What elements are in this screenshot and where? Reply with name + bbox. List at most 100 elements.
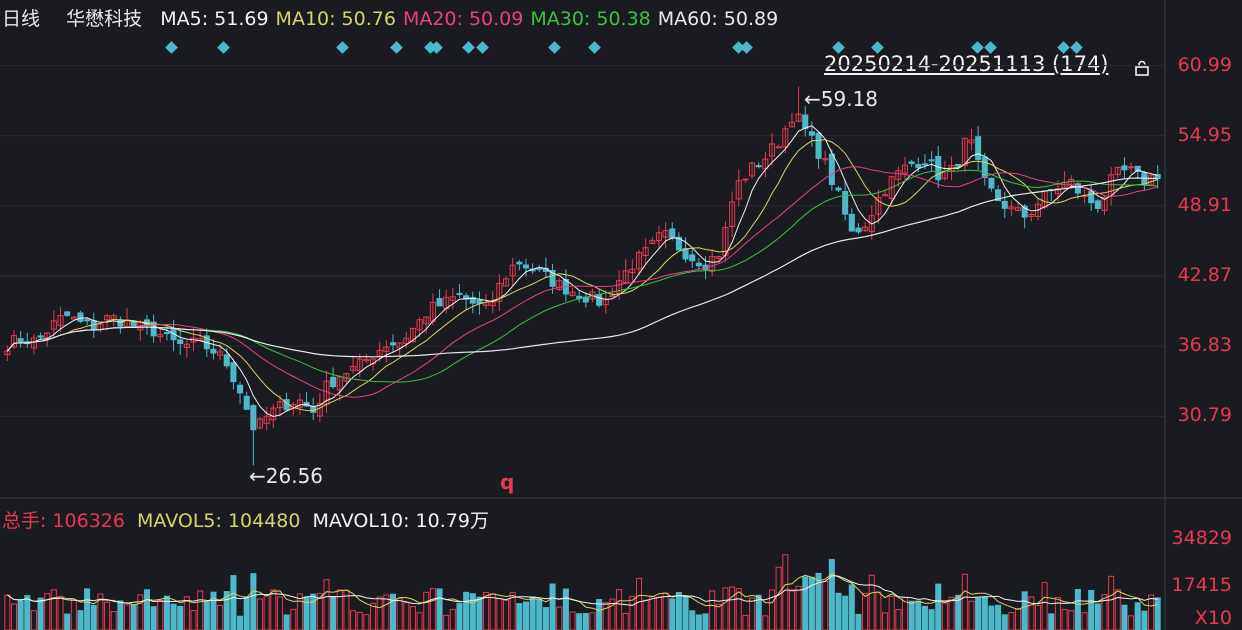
volume-bar — [90, 604, 97, 630]
volume-bar — [37, 597, 44, 630]
candle-body — [1121, 165, 1128, 171]
volume-bar — [529, 596, 536, 630]
candle-body — [828, 153, 835, 185]
candle-body — [217, 351, 224, 356]
volume-bar — [330, 595, 337, 630]
volume-bar — [97, 593, 104, 630]
volume-bar — [1114, 589, 1121, 630]
volume-bar — [775, 566, 782, 630]
candle-body — [709, 256, 716, 272]
price-tick-label: 60.99 — [1177, 53, 1232, 76]
volume-bar — [1054, 597, 1061, 630]
candle-body — [689, 254, 696, 262]
period-label[interactable]: 日线 — [2, 8, 41, 30]
candle-body — [210, 348, 217, 354]
candle-body — [157, 334, 164, 338]
candle-body — [423, 316, 430, 325]
candle-body — [908, 161, 915, 165]
candle-body — [808, 131, 815, 136]
volume-bar — [1101, 593, 1108, 630]
volume-bar — [622, 612, 629, 630]
candle-body — [50, 320, 57, 330]
candle-body — [476, 299, 483, 304]
candle-body — [749, 162, 756, 177]
volume-bar — [968, 600, 975, 630]
volume-bar — [981, 596, 988, 630]
candle-body — [276, 401, 283, 409]
volume-bar — [210, 591, 217, 630]
volume-bar — [1081, 612, 1088, 630]
volume-bar — [323, 579, 330, 630]
candle-body — [250, 405, 257, 431]
volume-bar — [655, 597, 662, 630]
range-label[interactable]: 20250214-20251113 (174) — [824, 52, 1109, 76]
volume-bar — [1121, 604, 1128, 630]
volume-bar — [722, 587, 729, 630]
volume-bar — [4, 594, 11, 630]
volume-header: 总手: 106326 MAVOL5: 104480 MAVOL10: 10.79… — [2, 506, 489, 533]
candle-body — [57, 315, 64, 326]
candle-body — [44, 332, 51, 339]
candle-body — [968, 139, 975, 144]
candle-body — [549, 270, 556, 287]
candle-body — [768, 143, 776, 157]
volume-bar — [150, 606, 157, 630]
candle-body — [177, 339, 184, 345]
candle-body — [183, 343, 190, 348]
volume-bar — [928, 609, 935, 630]
volume-bar — [429, 588, 436, 630]
volume-bar — [123, 604, 131, 630]
candle-body — [1015, 207, 1022, 211]
volume-bar — [1088, 589, 1095, 630]
volume-bar — [250, 573, 257, 630]
high-value: 59.18 — [820, 87, 879, 111]
volume-bar — [24, 595, 31, 630]
volume-bar — [709, 590, 716, 630]
candle-body — [70, 316, 77, 320]
candle-body — [635, 252, 643, 270]
volume-bar — [662, 592, 669, 630]
candle-body — [955, 163, 962, 167]
volume-bar — [1094, 603, 1101, 630]
candle-body — [1074, 183, 1081, 194]
candle-body — [835, 187, 842, 191]
candle-body — [256, 418, 264, 429]
candle-body — [629, 268, 636, 274]
candle-body — [655, 232, 662, 242]
candle-body — [675, 236, 682, 251]
candle-body — [928, 159, 935, 162]
candle-body — [755, 165, 762, 168]
volume-bar — [270, 589, 277, 630]
candle-body — [695, 262, 702, 267]
candle-body — [742, 178, 749, 181]
volume-bar — [848, 584, 855, 630]
candle-body — [1147, 174, 1155, 186]
candle-body — [569, 291, 576, 296]
volume-bar — [1147, 594, 1155, 630]
candle-body — [330, 376, 337, 388]
volume-bar — [995, 604, 1002, 630]
volume-bar — [1021, 591, 1028, 630]
volume-bar — [296, 593, 303, 630]
volume-bar — [1128, 615, 1135, 630]
candle-body — [875, 197, 882, 215]
volume-bar — [1068, 610, 1075, 630]
candle-body — [855, 227, 862, 233]
volume-bar — [290, 608, 297, 630]
volume-bar — [802, 576, 809, 630]
candle-body — [975, 136, 982, 160]
volume-bar — [842, 595, 849, 630]
volume-bar — [795, 585, 802, 630]
mavol5-label: MAVOL5: — [137, 510, 222, 532]
candle-body — [237, 384, 244, 394]
volume-bar — [921, 605, 928, 630]
volume-bar — [629, 595, 636, 630]
candle-body — [895, 170, 902, 180]
candle-body — [921, 163, 928, 166]
candle-body — [868, 215, 875, 233]
unlock-icon[interactable] — [1134, 60, 1150, 76]
volume-bar — [57, 595, 64, 630]
candle-body — [350, 366, 357, 371]
volume-bar — [908, 600, 915, 630]
